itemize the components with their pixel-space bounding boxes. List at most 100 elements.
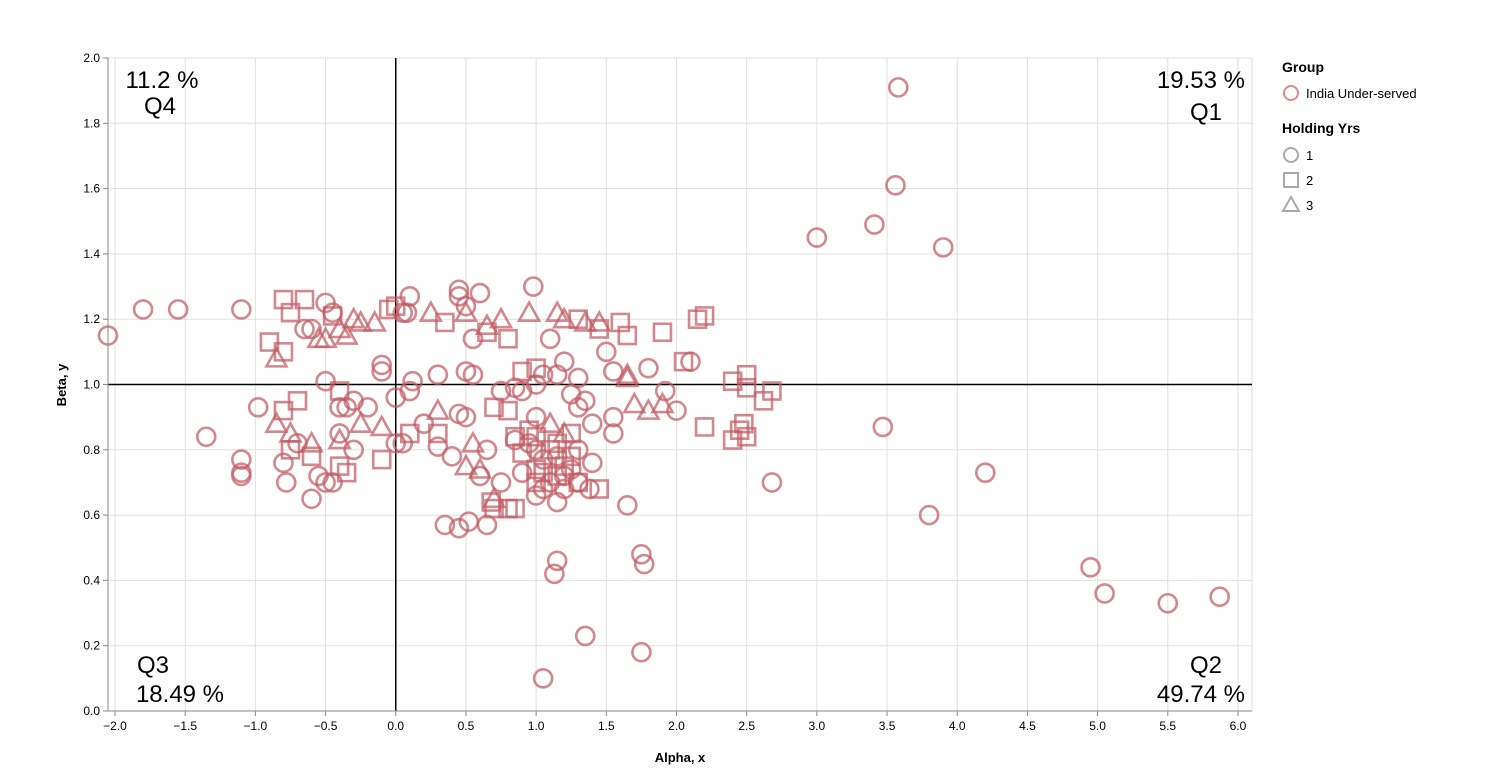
point-circle-holding-1[interactable] <box>427 364 449 386</box>
point-triangle-holding-3[interactable] <box>551 306 577 329</box>
point-circle-holding-1[interactable] <box>427 436 449 457</box>
point-triangle-holding-3[interactable] <box>516 299 542 322</box>
point-triangle-holding-3[interactable] <box>264 411 289 433</box>
point-square-holding-2[interactable] <box>273 289 294 310</box>
point-square-holding-2[interactable] <box>329 381 350 401</box>
point-square-holding-2[interactable] <box>519 420 539 441</box>
point-triangle-holding-3[interactable] <box>615 365 640 388</box>
point-circle-holding-1[interactable] <box>167 299 189 320</box>
point-circle-holding-1[interactable] <box>462 364 484 386</box>
point-triangle-holding-3[interactable] <box>327 316 352 339</box>
point-triangle-holding-3[interactable] <box>453 453 479 476</box>
point-circle-holding-1[interactable] <box>761 472 783 493</box>
point-circle-holding-1[interactable] <box>371 354 393 376</box>
point-circle-holding-1[interactable] <box>581 452 603 474</box>
point-square-holding-2[interactable] <box>694 306 715 326</box>
point-circle-holding-1[interactable] <box>462 328 484 350</box>
point-square-holding-2[interactable] <box>294 289 315 310</box>
point-square-holding-2[interactable] <box>329 456 350 476</box>
point-triangle-holding-3[interactable] <box>573 309 598 332</box>
point-square-holding-2[interactable] <box>729 420 750 441</box>
point-triangle-holding-3[interactable] <box>615 362 640 385</box>
point-circle-holding-1[interactable] <box>434 514 456 536</box>
point-circle-holding-1[interactable] <box>476 439 498 461</box>
point-circle-holding-1[interactable] <box>1094 583 1115 604</box>
point-circle-holding-1[interactable] <box>343 439 364 461</box>
point-circle-holding-1[interactable] <box>631 641 652 663</box>
point-circle-holding-1[interactable] <box>231 299 252 320</box>
point-circle-holding-1[interactable] <box>603 423 624 444</box>
point-circle-holding-1[interactable] <box>301 488 322 510</box>
point-circle-holding-1[interactable] <box>231 465 252 487</box>
point-circle-holding-1[interactable] <box>885 175 906 196</box>
point-circle-holding-1[interactable] <box>596 341 617 363</box>
point-square-holding-2[interactable] <box>505 426 525 447</box>
point-triangle-holding-3[interactable] <box>334 322 359 345</box>
point-circle-holding-1[interactable] <box>1209 586 1231 608</box>
point-circle-holding-1[interactable] <box>872 416 894 438</box>
point-circle-holding-1[interactable] <box>132 299 154 320</box>
point-circle-holding-1[interactable] <box>476 514 498 536</box>
point-triangle-holding-3[interactable] <box>481 486 507 509</box>
point-square-holding-2[interactable] <box>526 358 546 378</box>
point-triangle-holding-3[interactable] <box>348 309 373 332</box>
point-square-holding-2[interactable] <box>610 312 631 333</box>
point-circle-holding-1[interactable] <box>273 452 294 474</box>
point-circle-holding-1[interactable] <box>448 403 470 425</box>
point-circle-holding-1[interactable] <box>544 563 565 585</box>
point-square-holding-2[interactable] <box>589 479 610 499</box>
point-circle-holding-1[interactable] <box>603 406 624 428</box>
point-triangle-holding-3[interactable] <box>369 414 394 437</box>
point-square-holding-2[interactable] <box>322 306 343 326</box>
point-circle-holding-1[interactable] <box>329 423 350 444</box>
point-circle-holding-1[interactable] <box>579 478 600 500</box>
point-square-holding-2[interactable] <box>568 472 589 493</box>
point-circle-holding-1[interactable] <box>567 397 589 418</box>
point-circle-holding-1[interactable] <box>532 364 554 386</box>
point-circle-holding-1[interactable] <box>402 370 423 392</box>
point-square-holding-2[interactable] <box>526 459 546 480</box>
point-triangle-holding-3[interactable] <box>537 411 563 433</box>
point-circle-holding-1[interactable] <box>275 472 297 493</box>
point-square-holding-2[interactable] <box>280 302 301 323</box>
point-square-holding-2[interactable] <box>736 364 757 385</box>
point-square-holding-2[interactable] <box>734 413 754 434</box>
point-circle-holding-1[interactable] <box>633 553 655 575</box>
point-square-holding-2[interactable] <box>378 299 399 320</box>
point-circle-holding-1[interactable] <box>864 214 885 235</box>
point-square-holding-2[interactable] <box>694 417 715 437</box>
point-triangle-holding-3[interactable] <box>264 345 289 368</box>
point-triangle-holding-3[interactable] <box>460 430 486 453</box>
point-square-holding-2[interactable] <box>753 391 774 411</box>
point-circle-holding-1[interactable] <box>631 543 652 565</box>
point-circle-holding-1[interactable] <box>638 357 659 379</box>
legend-shape-item-1[interactable]: 1 <box>1306 148 1313 163</box>
point-circle-holding-1[interactable] <box>357 397 378 418</box>
point-circle-holding-1[interactable] <box>680 351 701 372</box>
point-circle-holding-1[interactable] <box>666 400 687 421</box>
point-triangle-holding-3[interactable] <box>636 397 661 420</box>
point-square-holding-2[interactable] <box>484 498 504 519</box>
point-square-holding-2[interactable] <box>385 296 406 316</box>
point-square-holding-2[interactable] <box>736 377 757 398</box>
point-circle-holding-1[interactable] <box>1080 557 1101 578</box>
point-circle-holding-1[interactable] <box>525 406 547 428</box>
legend-shape-item-2[interactable]: 2 <box>1306 173 1313 188</box>
point-circle-holding-1[interactable] <box>581 413 603 434</box>
point-circle-holding-1[interactable] <box>511 380 533 402</box>
point-square-holding-2[interactable] <box>617 325 638 346</box>
point-square-holding-2[interactable] <box>336 462 357 483</box>
point-circle-holding-1[interactable] <box>932 237 954 258</box>
legend-group-item[interactable]: India Under-served <box>1306 86 1417 101</box>
point-triangle-holding-3[interactable] <box>278 420 303 443</box>
point-circle-holding-1[interactable] <box>546 550 568 572</box>
point-triangle-holding-3[interactable] <box>299 430 324 453</box>
point-square-holding-2[interactable] <box>526 472 546 493</box>
point-circle-holding-1[interactable] <box>441 446 463 467</box>
point-triangle-holding-3[interactable] <box>488 306 514 329</box>
point-circle-holding-1[interactable] <box>231 449 252 470</box>
point-square-holding-2[interactable] <box>505 498 525 519</box>
point-circle-holding-1[interactable] <box>294 318 315 340</box>
point-circle-holding-1[interactable] <box>574 625 596 647</box>
point-square-holding-2[interactable] <box>301 446 322 467</box>
